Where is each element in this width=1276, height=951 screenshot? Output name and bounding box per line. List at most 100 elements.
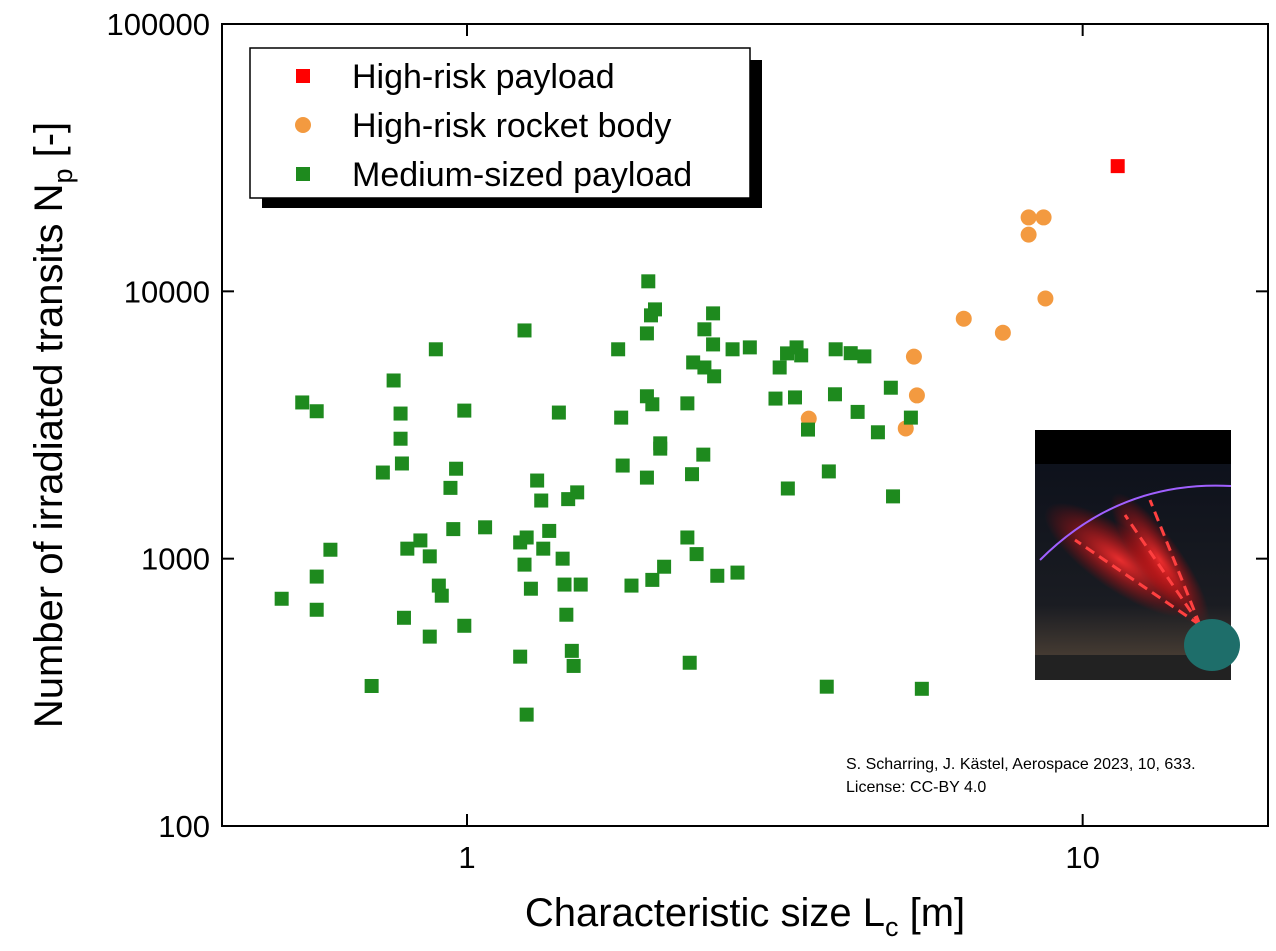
- point: [857, 349, 872, 364]
- point: [422, 549, 437, 564]
- point: [557, 577, 572, 592]
- point: [639, 326, 654, 341]
- point: [446, 522, 461, 537]
- point: [443, 480, 458, 495]
- point: [449, 461, 464, 476]
- point: [1020, 226, 1037, 243]
- point: [645, 572, 660, 587]
- point: [295, 395, 310, 410]
- point: [536, 541, 551, 556]
- legend-label: High-risk payload: [352, 58, 615, 96]
- point: [1020, 209, 1037, 226]
- point: [908, 387, 925, 404]
- point: [768, 391, 783, 406]
- y-axis-label-space: [27, 157, 71, 168]
- point: [559, 607, 574, 622]
- point: [883, 380, 898, 395]
- point: [886, 489, 901, 504]
- point: [819, 679, 834, 694]
- point: [707, 369, 722, 384]
- point: [725, 342, 740, 357]
- point: [393, 406, 408, 421]
- point: [386, 373, 401, 388]
- point: [478, 520, 493, 535]
- inset-image: [1035, 430, 1240, 680]
- point: [400, 541, 415, 556]
- point: [555, 551, 570, 566]
- point: [914, 681, 929, 696]
- point: [780, 481, 795, 496]
- point: [566, 658, 581, 673]
- annotation: S. Scharring, J. Kästel, Aerospace 2023,…: [846, 756, 1196, 773]
- point: [730, 565, 745, 580]
- point: [573, 577, 588, 592]
- point: [534, 493, 549, 508]
- point: [742, 340, 757, 355]
- point: [422, 629, 437, 644]
- point: [513, 649, 528, 664]
- point: [564, 643, 579, 658]
- y-tick-label: 100: [158, 809, 210, 844]
- point: [519, 530, 534, 545]
- point: [801, 422, 816, 437]
- legend-marker: [295, 117, 311, 133]
- point: [517, 323, 532, 338]
- point: [393, 431, 408, 446]
- point: [787, 390, 802, 405]
- y-axis-label-suffix: [-]: [27, 122, 71, 158]
- point: [394, 456, 409, 471]
- point: [827, 387, 842, 402]
- point: [413, 533, 428, 548]
- point: [323, 542, 338, 557]
- point: [309, 602, 324, 617]
- y-axis-label: Number of irradiated transits Np [-]: [27, 122, 78, 728]
- point: [615, 458, 630, 473]
- plot-frame: [221, 23, 1269, 827]
- x-axis-label-space: [898, 891, 909, 935]
- x-axis-label-text: Characteristic size L: [525, 891, 885, 935]
- y-tick-label: 100000: [107, 7, 210, 42]
- point: [657, 559, 672, 574]
- point: [611, 342, 626, 357]
- point: [706, 306, 721, 321]
- legend-box: [249, 47, 751, 199]
- point: [696, 447, 711, 462]
- point: [685, 467, 700, 482]
- point: [1037, 290, 1054, 307]
- point: [647, 302, 662, 317]
- point: [905, 348, 922, 365]
- point: [686, 355, 701, 370]
- point: [903, 410, 918, 425]
- y-tick-label: 1000: [141, 542, 210, 577]
- point: [1035, 209, 1052, 226]
- point: [624, 578, 639, 593]
- point: [821, 464, 836, 479]
- x-axis-label: Characteristic size Lc [m]: [525, 891, 965, 942]
- point: [551, 405, 566, 420]
- point: [1110, 159, 1125, 174]
- point: [828, 342, 843, 357]
- point: [843, 346, 858, 361]
- point: [641, 274, 656, 289]
- point: [850, 404, 865, 419]
- point: [519, 707, 534, 722]
- x-tick-label: 1: [458, 840, 475, 875]
- point: [689, 547, 704, 562]
- legend-label: High-risk rocket body: [352, 107, 671, 145]
- point: [309, 404, 324, 419]
- point: [570, 485, 585, 500]
- x-axis-label-suffix: [m]: [910, 891, 966, 935]
- point: [375, 465, 390, 480]
- y-axis-label-sub: p: [48, 168, 78, 183]
- point: [396, 610, 411, 625]
- point: [697, 322, 712, 337]
- point: [706, 337, 721, 352]
- y-tick-label: 10000: [124, 274, 210, 309]
- point: [794, 348, 809, 363]
- point: [517, 557, 532, 572]
- point: [682, 655, 697, 670]
- point: [434, 588, 449, 603]
- y-axis-label-text: Number of irradiated transits N: [27, 184, 71, 729]
- point: [457, 403, 472, 418]
